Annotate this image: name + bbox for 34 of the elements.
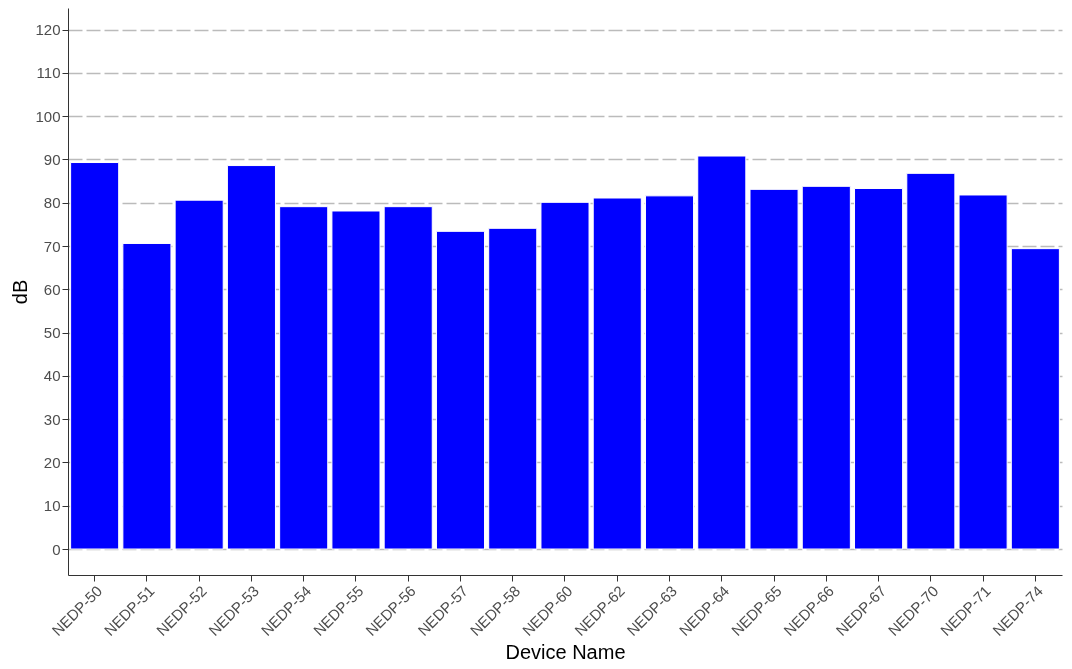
bar [906,172,956,550]
y-tick-label: 120 [35,21,61,39]
bar [749,188,799,550]
y-tick-label: 60 [43,280,61,298]
bar [697,155,747,550]
y-tick-label: 70 [43,237,61,255]
bar [488,227,538,550]
bar [383,206,433,550]
y-tick-label: 0 [52,540,61,558]
x-axis-title: Device Name [505,640,626,663]
bar [70,162,120,550]
y-tick-label: 100 [35,107,61,125]
bar [592,197,642,550]
bar [958,194,1008,550]
y-tick-label: 10 [43,497,61,515]
bar [174,199,224,550]
bar [801,185,851,550]
y-tick-label: 40 [43,367,61,385]
y-tick-label: 20 [43,453,61,471]
y-axis-title: dB [9,279,32,305]
y-tick-label: 110 [36,64,61,82]
y-tick-label: 80 [43,194,61,212]
bar [435,230,486,550]
bar [279,206,329,550]
bar [226,165,276,550]
bar [331,210,381,550]
bar [1010,248,1060,550]
y-tick-label: 30 [43,410,61,428]
bar [854,187,904,550]
y-tick-label: 90 [43,150,61,168]
y-tick-label: 50 [43,324,61,342]
bar [540,201,590,550]
bar [644,195,695,550]
bar [122,242,172,550]
